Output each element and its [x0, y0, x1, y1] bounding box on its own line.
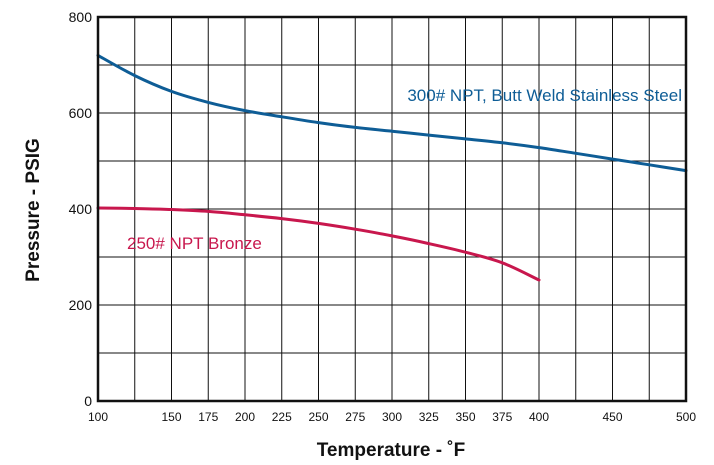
plot-frame: [96, 15, 688, 403]
series-curves: [96, 53, 688, 282]
x-tick-label: 500: [676, 410, 696, 424]
x-tick-label: 325: [419, 410, 439, 424]
x-tick-label: 250: [308, 410, 328, 424]
y-tick-label: 200: [69, 297, 93, 313]
x-tick-label: 275: [345, 410, 365, 424]
series-line-bronze: [96, 206, 541, 282]
x-tick-labels: 100 150 175 200 225 250 275 300 325 350 375 400 450 5…: [88, 410, 696, 424]
x-tick-label: 375: [492, 410, 512, 424]
x-tick-label: 350: [455, 410, 475, 424]
x-tick-label: 175: [198, 410, 218, 424]
y-axis-title: Pressure - PSIG: [23, 138, 44, 282]
y-tick-label: 600: [69, 105, 93, 121]
x-tick-label: 400: [529, 410, 549, 424]
series-label-bronze: 250# NPT Bronze: [127, 234, 262, 253]
x-tick-label: 200: [235, 410, 255, 424]
x-tick-label: 150: [161, 410, 181, 424]
y-tick-label: 400: [69, 201, 93, 217]
series-label-stainless: 300# NPT, Butt Weld Stainless Steel: [407, 86, 682, 105]
y-tick-labels: 0 200 400 600 800: [69, 9, 93, 409]
y-tick-label: 0: [84, 393, 92, 409]
x-axis-title: Temperature - ˚F: [317, 440, 466, 461]
y-tick-label: 800: [69, 9, 93, 25]
x-tick-label: 100: [88, 410, 108, 424]
series-line-stainless: [96, 53, 688, 173]
grid-lines: [98, 17, 686, 401]
x-tick-label: 300: [382, 410, 402, 424]
x-tick-label: 225: [272, 410, 292, 424]
x-tick-label: 450: [602, 410, 622, 424]
